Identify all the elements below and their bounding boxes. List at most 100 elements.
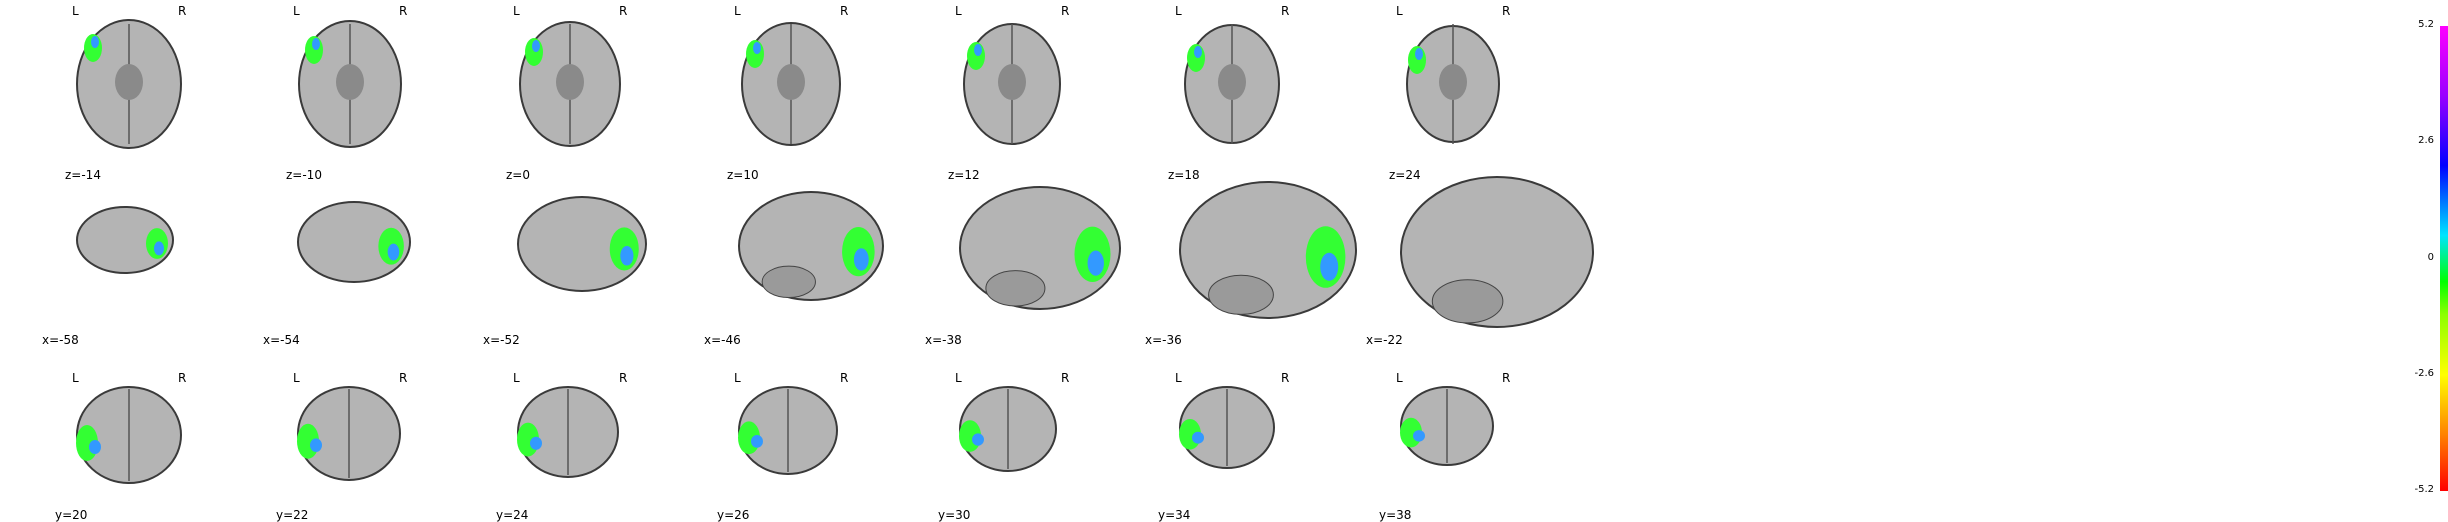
coronal-brain-slice [1400, 386, 1494, 466]
activation-peak [972, 433, 984, 446]
sagittal-brain-slice [738, 191, 884, 301]
colorbar-tick-label: 5.2 [2418, 19, 2434, 30]
orientation-right-label: R [619, 371, 628, 385]
brain-outline [297, 201, 411, 283]
slice-coordinate-label: z=-14 [65, 168, 101, 182]
slice-coordinate-label: x=-22 [1366, 333, 1403, 347]
activation-peak [1194, 46, 1202, 58]
coronal-brain-slice [297, 386, 401, 481]
orientation-right-label: R [1061, 371, 1070, 385]
coronal-brain-slice [1179, 386, 1275, 469]
axial-brain-slice [1406, 24, 1500, 144]
activation-peak [1415, 48, 1423, 60]
activation-peak [620, 245, 634, 266]
coronal-brain-slice [738, 386, 838, 475]
brain-outline [517, 196, 647, 292]
slice-coordinate-label: y=24 [496, 508, 529, 522]
slice-coordinate-label: x=-58 [42, 333, 79, 347]
sagittal-brain-slice [1400, 176, 1594, 328]
orientation-right-label: R [1281, 4, 1290, 18]
slice-coordinate-label: x=-46 [704, 333, 741, 347]
axial-brain-slice [741, 22, 841, 146]
colorbar [2440, 26, 2448, 491]
coronal-brain-slice [959, 386, 1057, 472]
orientation-left-label: L [72, 4, 79, 18]
slice-coordinate-label: z=18 [1168, 168, 1200, 182]
orientation-left-label: L [1396, 371, 1403, 385]
orientation-right-label: R [178, 371, 187, 385]
orientation-left-label: L [1175, 4, 1182, 18]
orientation-left-label: L [1175, 371, 1182, 385]
coronal-brain-slice [76, 386, 182, 484]
activation-peak [853, 248, 869, 271]
activation-peak [387, 243, 400, 261]
slice-coordinate-label: x=-38 [925, 333, 962, 347]
colorbar-tick-label: -2.6 [2414, 367, 2434, 379]
cerebellum [761, 265, 816, 299]
sagittal-brain-slice [959, 186, 1121, 310]
activation-peak [1320, 252, 1339, 281]
orientation-left-label: L [72, 371, 79, 385]
activation-peak [530, 436, 542, 450]
orientation-right-label: R [1281, 371, 1290, 385]
slice-coordinate-label: x=-36 [1145, 333, 1182, 347]
slice-coordinate-label: y=20 [55, 508, 88, 522]
slice-coordinate-label: z=0 [506, 168, 530, 182]
ventricle [115, 64, 143, 100]
axial-brain-slice [519, 21, 621, 147]
orientation-right-label: R [178, 4, 187, 18]
slice-coordinate-label: y=30 [938, 508, 971, 522]
slice-coordinate-label: y=38 [1379, 508, 1412, 522]
ventricle [998, 64, 1026, 100]
orientation-left-label: L [734, 4, 741, 18]
orientation-left-label: L [1396, 4, 1403, 18]
slice-coordinate-label: z=24 [1389, 168, 1421, 182]
slice-coordinate-label: z=12 [948, 168, 980, 182]
orientation-right-label: R [619, 4, 628, 18]
orientation-left-label: L [513, 371, 520, 385]
orientation-left-label: L [955, 371, 962, 385]
orientation-left-label: L [513, 4, 520, 18]
cerebellum [1431, 279, 1504, 324]
activation-peak [974, 44, 982, 56]
activation-peak [310, 438, 322, 452]
slice-coordinate-label: z=10 [727, 168, 759, 182]
ventricle [556, 64, 584, 100]
activation-peak [89, 440, 101, 454]
slice-coordinate-label: x=-54 [263, 333, 300, 347]
ventricle [777, 64, 805, 100]
activation-peak [154, 241, 164, 256]
axial-brain-slice [1184, 24, 1280, 144]
axial-brain-slice [298, 20, 402, 148]
activation-peak [1413, 430, 1425, 442]
activation-peak [753, 42, 761, 54]
brain-outline [76, 206, 174, 274]
ventricle [336, 64, 364, 100]
axial-brain-slice [76, 19, 182, 149]
slice-coordinate-label: y=22 [276, 508, 309, 522]
orientation-right-label: R [1502, 4, 1511, 18]
ventricle [1218, 64, 1246, 100]
orientation-right-label: R [399, 4, 408, 18]
slice-coordinate-label: z=-10 [286, 168, 322, 182]
coronal-brain-slice [517, 386, 619, 478]
activation-peak [91, 36, 99, 48]
orientation-left-label: L [955, 4, 962, 18]
sagittal-brain-slice [1179, 181, 1357, 319]
activation-peak [1087, 250, 1104, 276]
slice-coordinate-label: x=-52 [483, 333, 520, 347]
orientation-left-label: L [293, 4, 300, 18]
cerebellum [1208, 274, 1274, 315]
activation-peak [532, 40, 540, 52]
axial-brain-slice [963, 23, 1061, 145]
sagittal-brain-slice [76, 206, 174, 274]
activation-peak [312, 38, 320, 50]
activation-peak [751, 435, 763, 448]
sagittal-brain-slice [517, 196, 647, 292]
orientation-right-label: R [1061, 4, 1070, 18]
orientation-left-label: L [293, 371, 300, 385]
slice-coordinate-label: y=34 [1158, 508, 1191, 522]
orientation-left-label: L [734, 371, 741, 385]
colorbar-tick-label: 2.6 [2418, 135, 2434, 147]
